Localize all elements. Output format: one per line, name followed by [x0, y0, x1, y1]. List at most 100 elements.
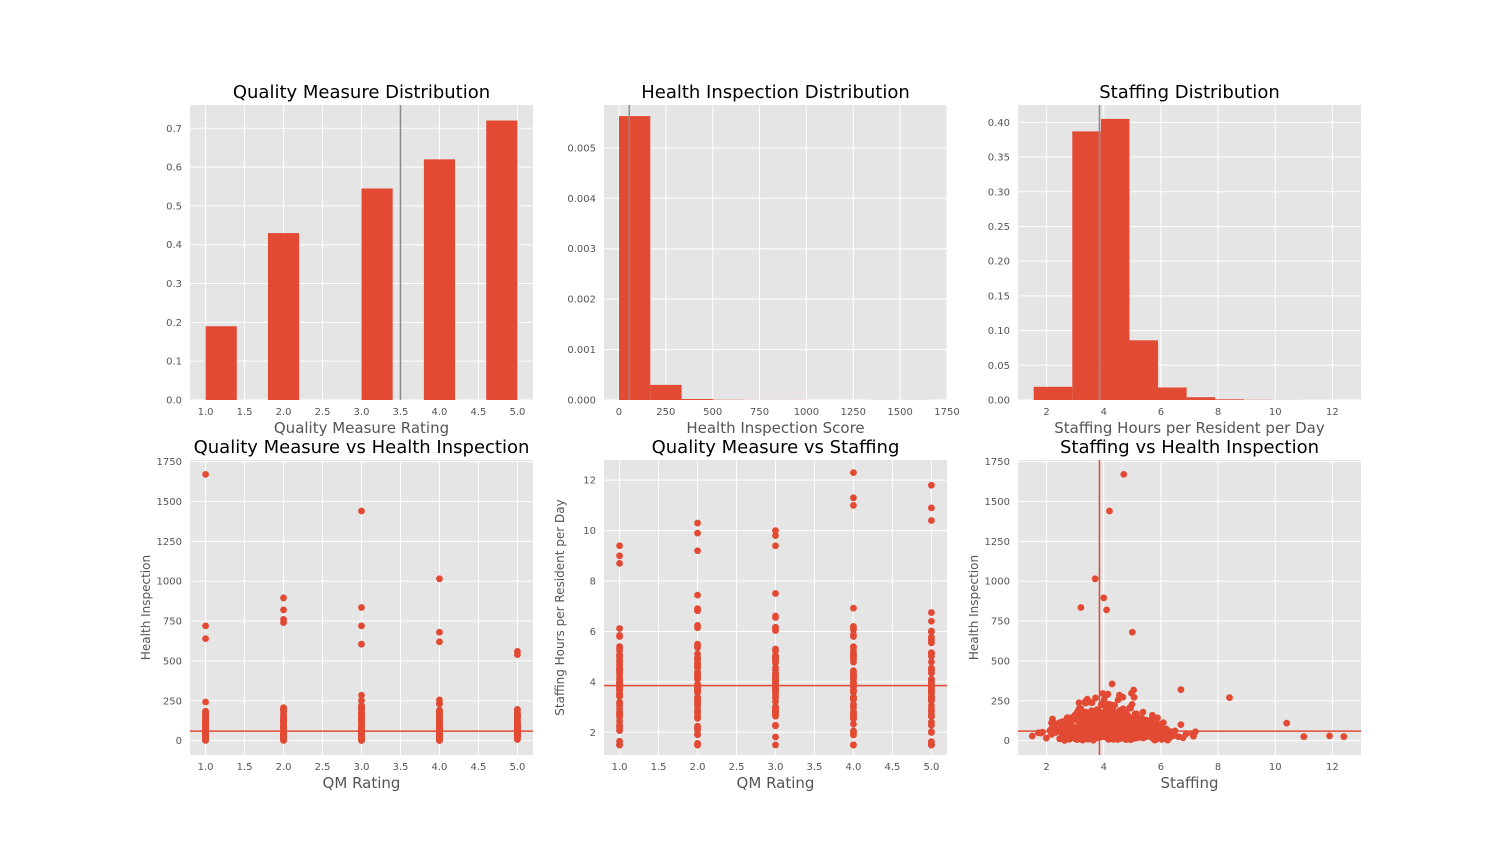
- scatter-point: [772, 694, 779, 702]
- x-tick-label: 3.0: [354, 407, 370, 418]
- y-tick-label: 500: [991, 656, 1010, 667]
- scatter-point: [694, 519, 701, 527]
- x-tick-label: 2: [1043, 762, 1049, 773]
- histogram-bar: [900, 399, 933, 400]
- scatter-point: [358, 691, 365, 699]
- scatter-point: [694, 547, 701, 555]
- x-tick-label: 4.0: [432, 407, 448, 418]
- scatter-point: [1091, 575, 1099, 583]
- x-tick-label: 1000: [794, 407, 819, 418]
- scatter-point: [1120, 470, 1128, 478]
- scatter-point: [1083, 734, 1090, 742]
- scatter-point: [772, 532, 779, 540]
- scatter-point: [694, 686, 701, 694]
- histogram-bar: [361, 188, 393, 400]
- scatter-point: [694, 711, 701, 719]
- histogram-bar: [1129, 340, 1159, 400]
- scatter-point: [1179, 734, 1187, 742]
- scatter-point: [850, 709, 857, 716]
- chart-panel-6: 2 4 6 8 10 12 0 250 500 750 1000 1250 1500 1750 Staffi…: [967, 437, 1361, 792]
- x-tick-label: 10: [1269, 762, 1282, 773]
- chart-panel-4: 1.0 1.5 2.0 2.5 3.0 3.5 4.0 4.5 5.0 0 250 500 750 100…: [139, 437, 533, 792]
- scatter-point: [928, 481, 935, 489]
- y-tick-label: 4: [590, 677, 596, 688]
- y-tick-label: 0.4: [166, 240, 182, 251]
- y-tick-label: 0.05: [988, 361, 1010, 372]
- histogram-bar: [1072, 131, 1101, 400]
- chart-panel-2: 0 250 500 750 1000 1250 1500 1750 0.000 0.001 0.00…: [567, 82, 959, 437]
- y-tick-label: 0.10: [988, 326, 1010, 337]
- y-tick-label: 750: [163, 617, 182, 628]
- scatter-point: [1149, 715, 1157, 723]
- y-tick-label: 1750: [157, 457, 182, 468]
- histogram-bar: [423, 159, 456, 400]
- scatter-point: [694, 739, 701, 747]
- scatter-point: [694, 529, 701, 537]
- scatter-point: [1092, 721, 1100, 729]
- x-tick-label: 1.0: [612, 762, 628, 773]
- scatter-point: [1106, 507, 1113, 515]
- scatter-point: [850, 741, 857, 749]
- y-tick-label: 0.0: [166, 396, 182, 407]
- x-tick-label: 1.5: [237, 762, 253, 773]
- scatter-point: [1092, 694, 1099, 702]
- x-axis-label: QM Rating: [737, 774, 815, 792]
- histogram-bar: [205, 326, 237, 400]
- scatter-point: [1156, 721, 1164, 728]
- scatter-point: [694, 606, 701, 614]
- y-tick-label: 0.6: [166, 163, 182, 174]
- scatter-point: [850, 643, 857, 651]
- scatter-point: [280, 725, 287, 732]
- x-tick-label: 2: [1043, 407, 1049, 418]
- scatter-point: [1090, 731, 1098, 739]
- y-tick-label: 1500: [985, 497, 1010, 508]
- chart-panel-3: 2 4 6 8 10 12 0.00 0.05 0.10 0.15 0.20 0.25 0.30 0.35…: [988, 82, 1361, 437]
- scatter-point: [694, 694, 701, 702]
- scatter-point: [436, 709, 443, 717]
- x-axis-label: Staffing Hours per Resident per Day: [1054, 419, 1325, 437]
- scatter-point: [850, 704, 857, 712]
- x-tick-label: 3.5: [393, 762, 409, 773]
- plot-area: [604, 105, 947, 400]
- chart-title: Quality Measure vs Staffing: [652, 437, 900, 458]
- scatter-point: [616, 552, 623, 560]
- scatter-point: [694, 657, 701, 665]
- scatter-point: [1177, 686, 1185, 694]
- scatter-point: [850, 720, 857, 728]
- scatter-point: [358, 604, 365, 611]
- y-tick-label: 0.3: [166, 279, 182, 290]
- x-tick-label: 4: [1101, 407, 1107, 418]
- scatter-point: [1117, 724, 1125, 732]
- x-tick-label: 2.0: [690, 762, 706, 773]
- y-tick-label: 10: [583, 526, 596, 537]
- x-tick-label: 8: [1215, 762, 1221, 773]
- x-tick-label: 2.5: [315, 762, 331, 773]
- scatter-point: [1065, 731, 1073, 739]
- scatter-point: [1119, 693, 1127, 701]
- scatter-point: [280, 714, 287, 722]
- scatter-point: [850, 501, 857, 509]
- scatter-point: [1283, 719, 1291, 727]
- scatter-point: [1068, 715, 1076, 723]
- scatter-point: [616, 717, 623, 725]
- scatter-point: [616, 691, 623, 699]
- x-tick-label: 6: [1158, 407, 1164, 418]
- y-tick-label: 0.002: [567, 295, 596, 306]
- scatter-point: [1049, 715, 1056, 723]
- scatter-point: [772, 614, 779, 621]
- scatter-point: [1300, 733, 1308, 741]
- scatter-point: [1126, 723, 1133, 731]
- scatter-point: [358, 723, 365, 731]
- x-tick-label: 1500: [887, 407, 912, 418]
- histogram-bar: [1186, 397, 1216, 400]
- scatter-point: [772, 647, 779, 655]
- scatter-point: [1140, 734, 1148, 741]
- scatter-point: [772, 542, 779, 550]
- scatter-point: [928, 664, 935, 672]
- scatter-point: [772, 652, 779, 660]
- x-tick-label: 2.0: [276, 762, 292, 773]
- y-tick-label: 0.005: [567, 143, 596, 154]
- y-tick-label: 0.2: [166, 318, 182, 329]
- x-axis-label: Staffing: [1160, 774, 1218, 792]
- x-tick-label: 1.0: [198, 407, 214, 418]
